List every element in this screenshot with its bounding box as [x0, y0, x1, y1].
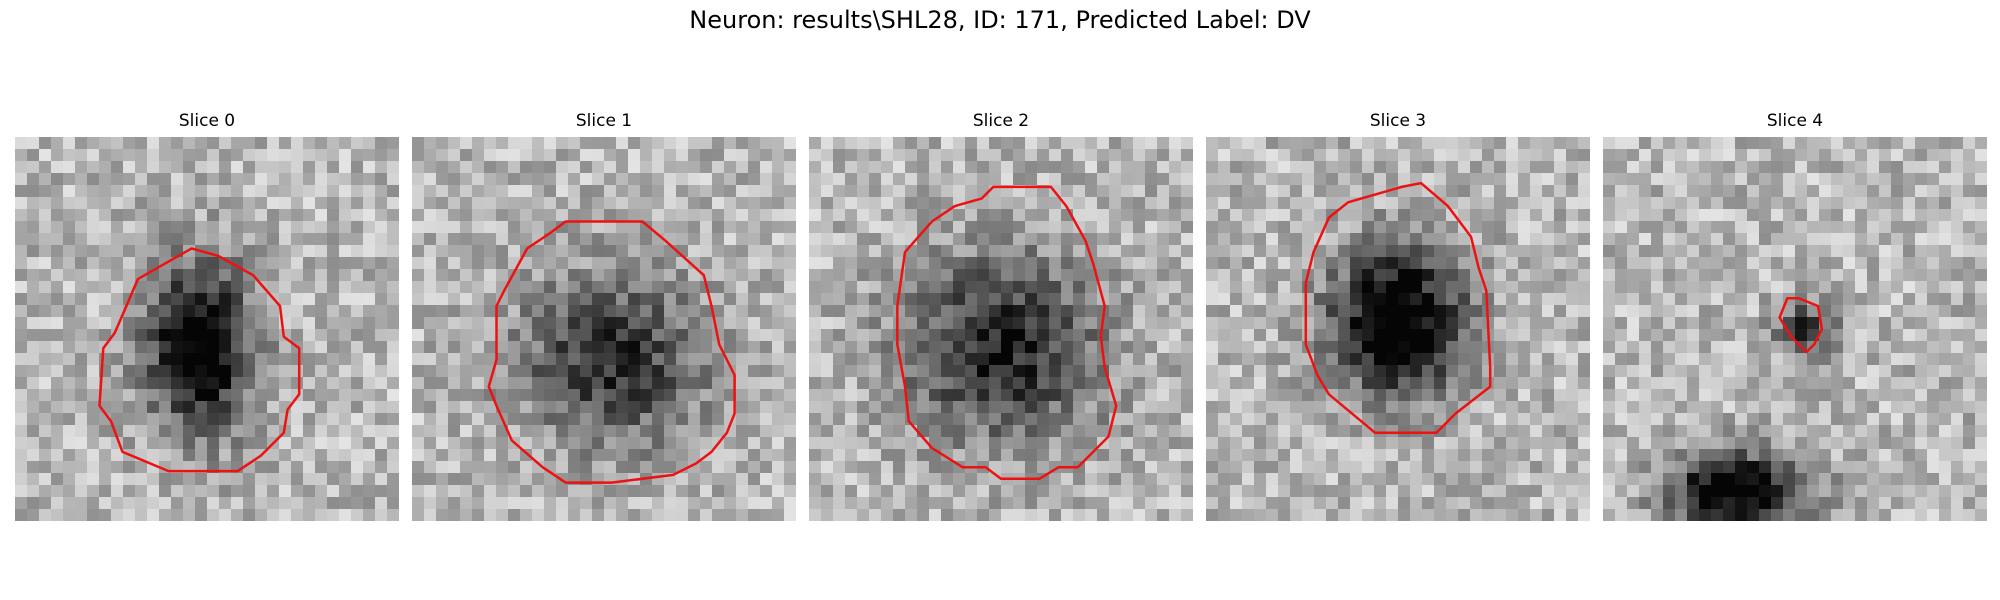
slice-image-3	[1206, 137, 1590, 521]
slice-panel-1: Slice 1	[412, 108, 796, 521]
roi-outline	[487, 220, 736, 484]
slice-panel-3: Slice 3	[1206, 108, 1590, 521]
roi-outline	[896, 185, 1118, 481]
slice-title: Slice 2	[972, 111, 1030, 131]
slice-panel-4: Slice 4	[1603, 108, 1987, 521]
slice-image-2	[809, 137, 1193, 521]
slice-title: Slice 3	[1369, 111, 1427, 131]
slice-panel-0: Slice 0	[15, 108, 399, 521]
slice-title: Slice 1	[575, 111, 633, 131]
figure-title: Neuron: results\SHL28, ID: 171, Predicte…	[689, 6, 1311, 34]
pixel-grid	[412, 137, 796, 521]
roi-outline	[1304, 181, 1492, 434]
roi-outline	[98, 247, 301, 473]
pixel-grid	[1603, 137, 1987, 521]
slice-image-0	[15, 137, 399, 521]
pixel-grid	[15, 137, 399, 521]
slice-panel-2: Slice 2	[809, 108, 1193, 521]
pixel-grid	[809, 137, 1193, 521]
slice-image-1	[412, 137, 796, 521]
slice-title: Slice 0	[178, 111, 236, 131]
slice-title: Slice 4	[1766, 111, 1824, 131]
slice-image-4	[1603, 137, 1987, 521]
pixel-grid	[1206, 137, 1590, 521]
roi-outline	[1778, 297, 1824, 354]
